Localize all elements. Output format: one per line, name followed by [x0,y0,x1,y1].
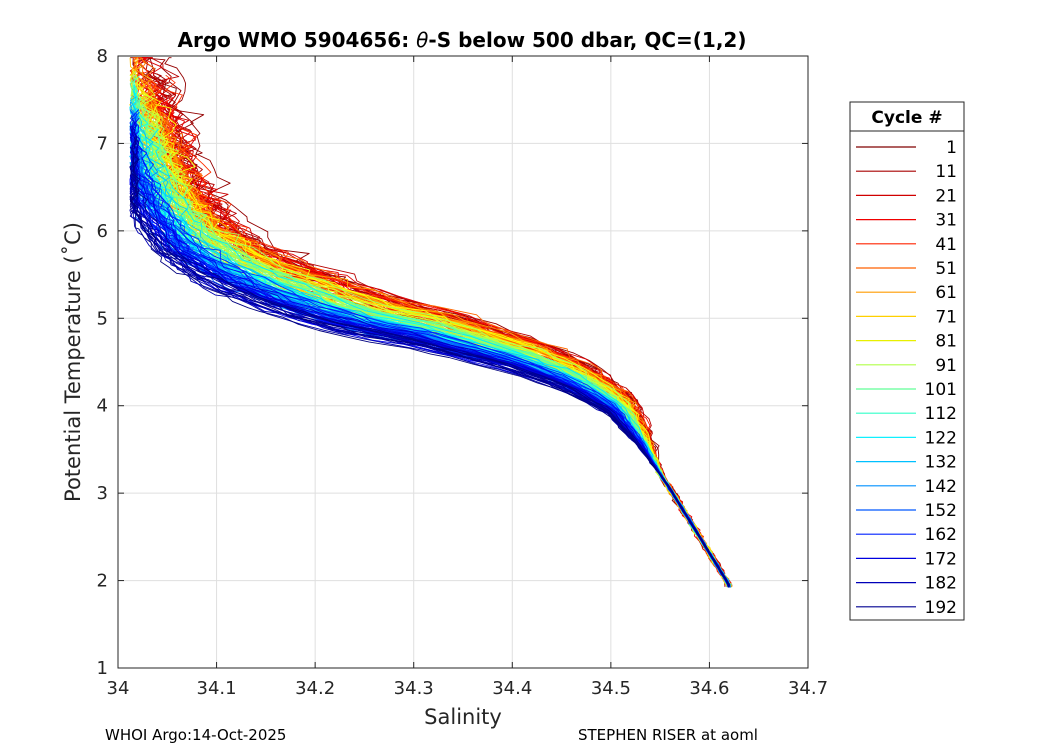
legend: Cycle # 11121314151617181911011121221321… [849,101,965,621]
y-tick-label: 7 [97,133,108,154]
footer-attribution: STEPHEN RISER at aoml [578,726,758,744]
legend-label: 1 [946,138,957,158]
legend-label: 132 [925,453,957,473]
legend-label: 51 [935,259,957,279]
x-tick-label: 34.6 [689,678,729,699]
x-tick-label: 34.3 [394,678,434,699]
x-tick-label: 34.4 [492,678,532,699]
legend-label: 172 [925,549,957,569]
footer-date: WHOI Argo:14-Oct-2025 [105,726,286,744]
profile-line [129,137,729,584]
x-tick-label: 34.5 [591,678,631,699]
legend-label: 152 [925,501,957,521]
legend-label: 41 [935,235,957,255]
y-tick-label: 6 [97,221,108,242]
legend-label: 192 [925,598,957,618]
x-tick-label: 34.1 [197,678,237,699]
plot-frame [117,55,809,669]
legend-label: 91 [935,356,957,376]
profile-line [130,178,730,587]
y-tick-label: 1 [97,658,108,679]
y-tick-label: 4 [97,396,108,417]
legend-label: 142 [925,477,957,497]
y-tick-label: 8 [97,46,108,67]
x-tick-label: 34.2 [295,678,335,699]
chart-title: Argo WMO 5904656: θ-S below 500 dbar, QC… [178,28,747,52]
legend-label: 21 [935,186,957,206]
legend-label: 182 [925,574,957,594]
y-tick-label: 3 [97,483,108,504]
legend-label: 101 [925,380,957,400]
y-tick-label: 2 [97,571,108,592]
x-tick-label: 34.7 [788,678,828,699]
y-tick-label: 5 [97,308,108,329]
legend-label: 31 [935,211,957,231]
legend-title: Cycle # [871,108,942,128]
x-tick-label: 34 [107,678,130,699]
legend-label: 71 [935,307,957,327]
plot-area [118,56,808,668]
y-axis-label: Potential Temperature (˚C) [61,222,85,502]
legend-label: 122 [925,428,957,448]
profile-line [131,125,729,585]
legend-label: 11 [935,162,957,182]
legend-label: 112 [925,404,957,424]
legend-label: 162 [925,525,957,545]
x-axis-label: Salinity [424,705,502,729]
legend-label: 61 [935,283,957,303]
legend-label: 81 [935,332,957,352]
legend-items: 1112131415161718191101112122132142152162… [856,138,957,618]
profile-curves [129,57,733,588]
